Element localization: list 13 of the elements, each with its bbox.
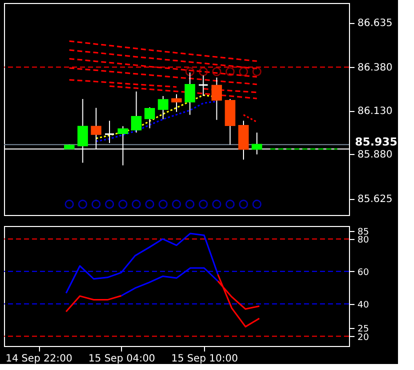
y-tick-label: 86.635: [358, 18, 392, 30]
x-tick-label: 15 Sep 04:00: [88, 354, 156, 364]
x-tick-label: 15 Sep 10:00: [171, 354, 238, 364]
y-tick-label: 20: [358, 332, 370, 343]
x-tick-label: 14 Sep 22:00: [6, 354, 72, 364]
y-tick-label: 86.130: [358, 106, 392, 118]
ref-line-label: 85.935: [355, 136, 398, 149]
y-tick-label: 80: [358, 235, 370, 246]
y-tick-label: 40: [358, 300, 370, 310]
y-tick-label: 85.625: [358, 194, 392, 206]
y-tick-label: 60: [358, 268, 370, 278]
y-tick-label: 85.880: [358, 150, 392, 161]
y-tick-label: 86.380: [358, 62, 392, 74]
